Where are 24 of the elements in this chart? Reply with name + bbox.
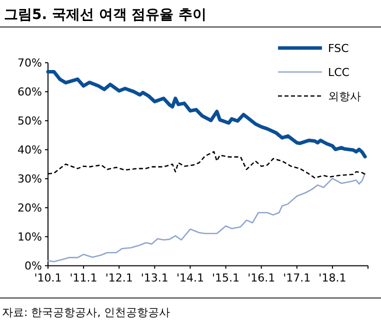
y-tick-label: 50% <box>18 114 42 128</box>
line-series <box>46 70 367 158</box>
y-tick-label: 0% <box>24 260 42 273</box>
chart-title: 그림5. 국제선 여객 점유율 추이 <box>4 7 207 23</box>
x-tick-label: '12.1 <box>105 272 133 285</box>
x-tick-label: '11.1 <box>70 272 98 285</box>
legend-label: FSC <box>328 42 350 55</box>
y-tick-label: 60% <box>18 86 42 99</box>
legend-label: LCC <box>328 66 350 79</box>
legend-label: 외항사 <box>328 90 361 103</box>
x-tick-label: '17.1 <box>283 272 311 285</box>
x-tick-label: '14.1 <box>176 272 204 285</box>
x-tick-label: '18.1 <box>318 272 346 285</box>
y-tick-label: 70% <box>18 56 42 70</box>
x-tick-label: '10.1 <box>34 272 62 285</box>
y-tick-label: 20% <box>18 202 42 215</box>
y-tick-label: 30% <box>18 172 42 186</box>
line-series <box>47 172 366 262</box>
text: 자료: 한국공항공사, 인천공항공사 <box>2 306 170 319</box>
x-tick-label: '16.1 <box>248 272 276 285</box>
x-tick-label: '15.1 <box>212 272 240 285</box>
y-tick-label: 10% <box>18 230 42 244</box>
x-tick-label: '13.1 <box>140 272 168 285</box>
y-tick-label: 40% <box>18 144 42 157</box>
